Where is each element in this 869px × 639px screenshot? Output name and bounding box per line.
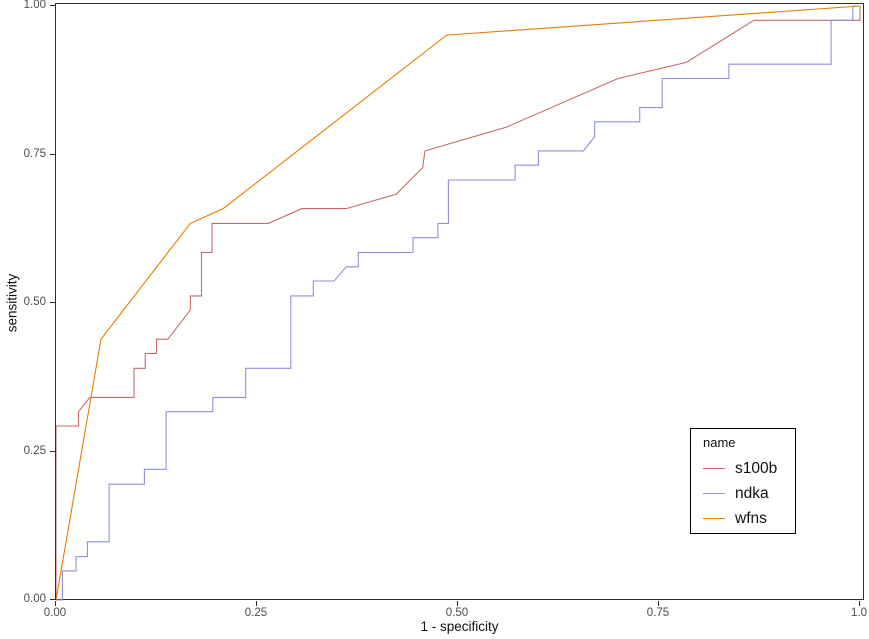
legend-item-s100b: s100b <box>703 456 795 481</box>
x-tick-mark-0.25 <box>256 601 257 606</box>
x-tick-mark-0.50 <box>457 601 458 606</box>
legend-title: name <box>703 435 736 450</box>
x-tick-label-0.75: 0.75 <box>646 607 670 619</box>
legend-label-ndka: ndka <box>735 484 769 502</box>
y-tick-label-0.50: 0.50 <box>23 296 46 308</box>
legend-key-line-ndka <box>703 493 725 494</box>
y-tick-mark-0.00 <box>50 599 55 600</box>
y-tick-label-1.00: 1.00 <box>23 0 46 11</box>
x-tick-mark-0.75 <box>658 601 659 606</box>
y-tick-mark-1.00 <box>50 5 55 6</box>
plot-panel <box>55 3 864 601</box>
x-tick-mark-0.00 <box>55 601 56 606</box>
y-tick-mark-0.50 <box>50 302 55 303</box>
legend-item-ndka: ndka <box>703 481 795 506</box>
roc-curve-wfns <box>56 5 861 601</box>
legend-rows: s100b ndka wfns <box>703 456 795 531</box>
y-tick-mark-0.75 <box>50 153 55 155</box>
x-tick-label-0.50: 0.50 <box>445 607 469 619</box>
x-axis-title: 1 - specificity <box>420 619 499 634</box>
legend-key-line-wfns <box>703 518 725 519</box>
y-tick-mark-0.25 <box>50 450 55 452</box>
y-tick-label-0.25: 0.25 <box>23 444 46 457</box>
legend-label-s100b: s100b <box>735 459 778 477</box>
roc-curve-s100b <box>56 6 861 600</box>
y-tick-label-0.00: 0.00 <box>23 593 46 605</box>
x-tick-label-0.00: 0.00 <box>43 607 67 619</box>
legend-item-wfns: wfns <box>703 506 795 531</box>
roc-curve-ndka <box>56 5 860 601</box>
legend-label-wfns: wfns <box>735 509 767 527</box>
x-tick-label-1.0: 1.0 <box>851 607 867 619</box>
roc-curves-svg <box>56 5 861 601</box>
legend-box: name s100b ndka wfns <box>690 428 796 534</box>
x-tick-mark-1.0 <box>859 601 860 606</box>
legend-key-line-s100b <box>703 468 725 469</box>
x-tick-label-0.25: 0.25 <box>244 607 268 619</box>
y-tick-label-0.75: 0.75 <box>23 147 46 160</box>
y-axis-title: sensitivity <box>4 273 20 333</box>
